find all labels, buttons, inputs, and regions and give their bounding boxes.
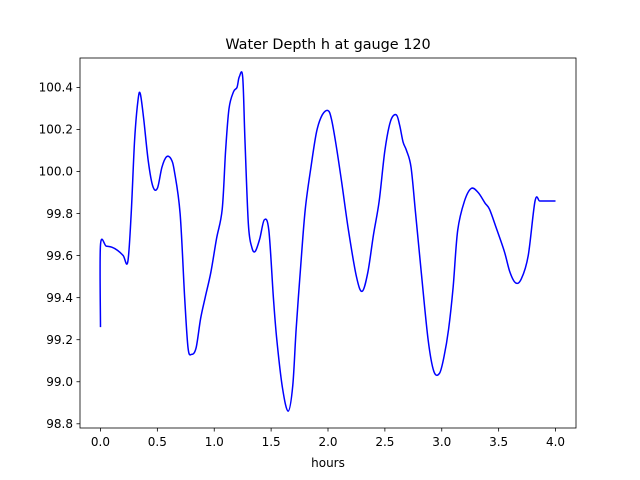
y-tick-label: 99.0 <box>46 375 73 389</box>
y-tick-label: 100.2 <box>39 123 73 137</box>
plot-frame <box>79 57 577 429</box>
x-tick-label: 1.5 <box>262 435 281 449</box>
x-tick-label: 0.5 <box>148 435 167 449</box>
x-tick-label: 0.0 <box>91 435 110 449</box>
y-tick-label: 99.6 <box>46 249 73 263</box>
x-tick-label: 3.0 <box>432 435 451 449</box>
y-tick-label: 99.2 <box>46 333 73 347</box>
y-tick-label: 100.4 <box>39 81 73 95</box>
y-axis: 98.8 99.0 99.2 99.4 99.6 99.8 100.0 100.2 100.4 <box>39 81 80 431</box>
series-line-0 <box>99 71 556 412</box>
y-tick-label: 98.8 <box>46 417 73 431</box>
x-axis: 0.0 0.5 1.0 1.5 2.0 2.5 3.0 3.5 4.0 <box>91 428 565 449</box>
plot-area <box>99 71 556 412</box>
x-tick-label: 2.0 <box>318 435 337 449</box>
chart-title: Water Depth h at gauge 120 <box>225 37 430 53</box>
y-tick-label: 99.4 <box>46 291 73 305</box>
x-tick-label: 3.5 <box>489 435 508 449</box>
x-tick-label: 1.0 <box>205 435 224 449</box>
x-tick-label: 4.0 <box>546 435 565 449</box>
x-axis-label: hours <box>311 456 345 470</box>
x-tick-label: 2.5 <box>375 435 394 449</box>
y-tick-label: 100.0 <box>39 165 73 179</box>
y-tick-label: 99.8 <box>46 207 73 221</box>
